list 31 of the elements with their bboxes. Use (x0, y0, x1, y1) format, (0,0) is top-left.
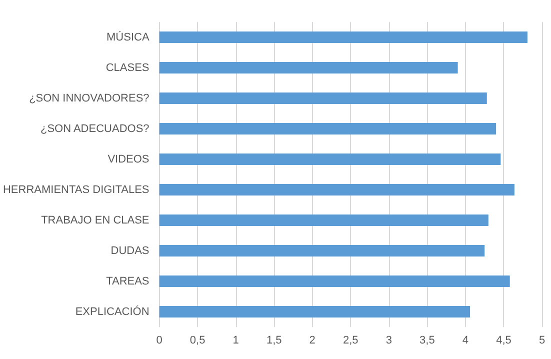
y-tick-label: ¿SON INNOVADORES? (29, 92, 150, 104)
y-tick-label: MÚSICA (106, 30, 150, 44)
bar (159, 306, 470, 318)
y-tick-label: VIDEOS (108, 153, 150, 166)
x-tick-label: 4 (462, 334, 469, 346)
bar (159, 184, 514, 196)
x-tick-label: 1,5 (266, 334, 282, 346)
x-tick-label: 5 (538, 334, 546, 346)
bar (159, 214, 488, 226)
y-tick-label: TRABAJO EN CLASE (41, 214, 150, 226)
x-tick-label: 2,5 (342, 334, 358, 346)
y-tick-label: EXPLICACIÓN (75, 304, 150, 318)
y-tick-label: HERRAMIENTAS DIGITALES (2, 184, 150, 196)
bar (159, 62, 458, 74)
x-tick-label: 0 (156, 334, 162, 346)
x-tick-label: 0,5 (190, 334, 206, 346)
bar (159, 244, 485, 257)
x-tick-label: 3 (386, 334, 392, 346)
y-tick-label: TAREAS (106, 275, 150, 288)
x-tick-label: 4,5 (496, 334, 512, 346)
x-tick-label: 1 (232, 334, 239, 346)
bar (159, 31, 528, 44)
y-tick-label: ¿SON ADECUADOS? (40, 122, 150, 135)
x-tick-label: 2 (309, 334, 316, 346)
y-tick-label: DUDAS (110, 244, 150, 257)
bar (159, 153, 501, 166)
bar (159, 275, 510, 288)
bar (159, 92, 487, 104)
x-tick-label: 3,5 (420, 334, 435, 346)
bar (159, 122, 496, 135)
y-tick-label: CLASES (106, 62, 150, 74)
